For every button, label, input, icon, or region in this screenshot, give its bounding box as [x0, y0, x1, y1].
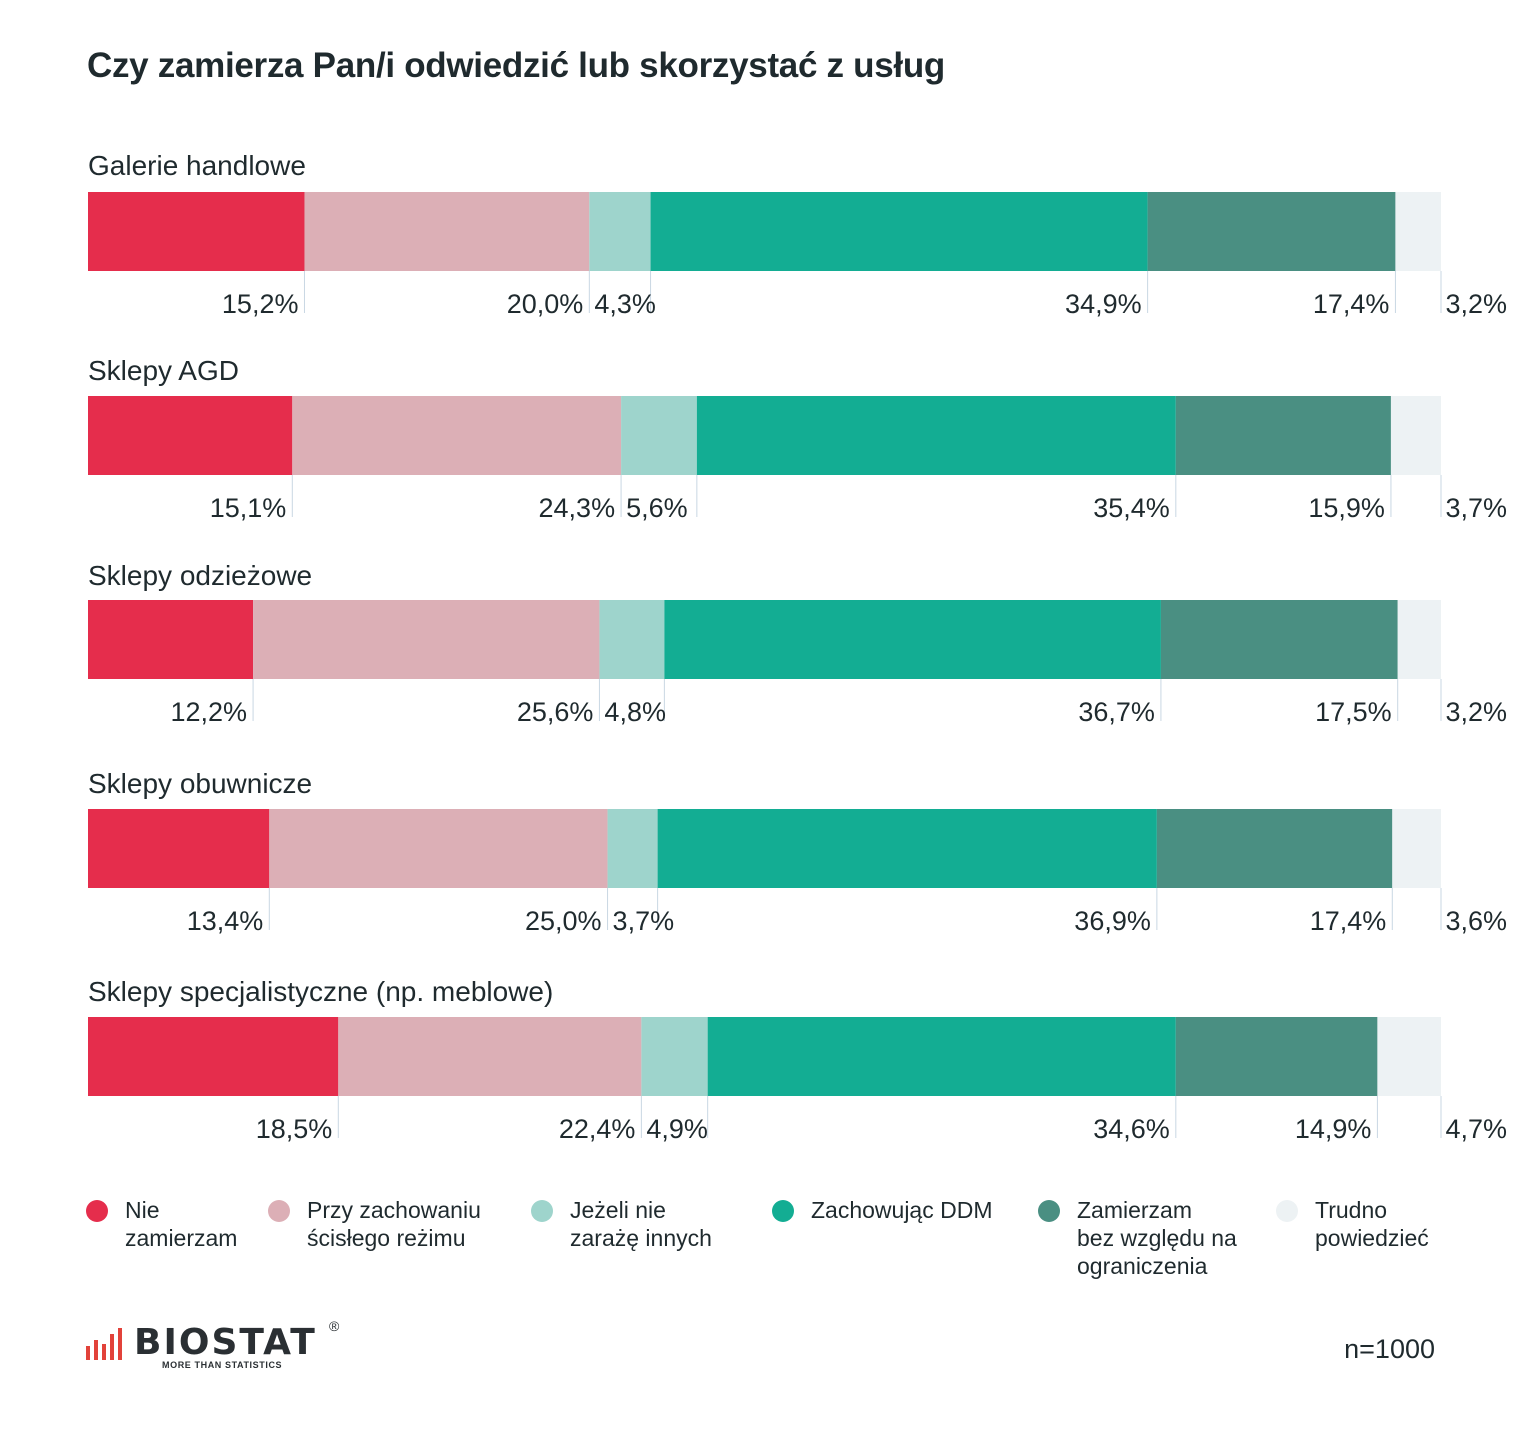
legend-label: Zachowując DDM	[811, 1197, 993, 1223]
value-label: 24,3%	[539, 493, 616, 523]
value-label: 12,2%	[171, 697, 248, 727]
logo-bars-icon	[86, 1328, 122, 1360]
bar-segment	[1392, 809, 1441, 888]
value-label: 34,9%	[1065, 289, 1142, 319]
legend-swatch	[772, 1200, 794, 1222]
bar-segment	[88, 192, 305, 271]
bar-segment	[88, 600, 254, 679]
value-label: 4,8%	[604, 697, 666, 727]
legend-item-przy-zachowaniu: Przy zachowaniu ścisłego reżimu	[268, 1196, 481, 1252]
value-label: 13,4%	[187, 906, 264, 936]
legend-label: Jeżeli nie zarażę innych	[570, 1197, 712, 1251]
category-label: Sklepy specjalistyczne (np. meblowe)	[88, 976, 553, 1007]
legend-swatch	[531, 1200, 553, 1222]
bar-segment	[338, 1017, 642, 1096]
bar-segment	[607, 809, 658, 888]
value-label: 4,7%	[1445, 1114, 1507, 1144]
value-label: 15,9%	[1308, 493, 1385, 523]
value-label: 36,7%	[1078, 697, 1155, 727]
value-label: 4,9%	[646, 1114, 708, 1144]
bar-segment	[664, 600, 1161, 679]
legend-label: Nie zamierzam	[125, 1197, 238, 1251]
legend-swatch	[1038, 1200, 1060, 1222]
legend-swatch	[1276, 1200, 1298, 1222]
chart-title: Czy zamierza Pan/i odwiedzić lub skorzys…	[87, 46, 946, 85]
value-label: 15,1%	[210, 493, 287, 523]
value-label: 14,9%	[1295, 1114, 1372, 1144]
bar-segment	[304, 192, 590, 271]
legend-label: Zamierzam bez względu na ograniczenia	[1077, 1197, 1237, 1279]
bar-segment	[1147, 192, 1396, 271]
value-label: 25,0%	[525, 906, 602, 936]
bar-segment	[589, 192, 651, 271]
stacked-bar-chart: Galerie handlowe 15,2% 20,0% 4,3% 34,9% 17,4%…	[88, 150, 1507, 1144]
bar-segment	[1156, 809, 1393, 888]
legend-item-jezeli-nie: Jeżeli nie zarażę innych	[531, 1196, 712, 1252]
value-label: 4,3%	[594, 289, 656, 319]
legend-item-nie-zamierzam: Nie zamierzam	[86, 1196, 237, 1252]
value-label: 3,6%	[1445, 906, 1507, 936]
value-label: 17,5%	[1315, 697, 1392, 727]
bar-segment	[1390, 396, 1441, 475]
value-label: 3,2%	[1445, 697, 1507, 727]
legend-item-trudno-powiedziec: Trudno powiedzieć	[1276, 1196, 1429, 1252]
bar-segment	[657, 809, 1157, 888]
value-label: 5,6%	[626, 493, 688, 523]
category-label: Sklepy AGD	[88, 355, 239, 386]
bar-segment	[1377, 1017, 1441, 1096]
bar-segment	[292, 396, 622, 475]
registered-mark: ®	[329, 1318, 340, 1334]
logo-tagline: MORE THAN STATISTICS	[162, 1360, 283, 1370]
legend-label: Przy zachowaniu ścisłego reżimu	[307, 1197, 481, 1251]
legend-item-zachowujac-ddm: Zachowując DDM	[772, 1196, 993, 1224]
sample-size: n=1000	[1344, 1334, 1435, 1364]
logo-wordmark: BIOSTAT	[134, 1322, 317, 1363]
bar-segment	[1175, 396, 1391, 475]
bar-segment	[88, 396, 293, 475]
value-label: 22,4%	[559, 1114, 636, 1144]
bar-segment	[1397, 600, 1441, 679]
value-label: 17,4%	[1313, 289, 1390, 319]
value-label: 25,6%	[517, 697, 594, 727]
category-label: Sklepy obuwnicze	[88, 768, 312, 799]
bar-segment	[1160, 600, 1398, 679]
value-label: 36,9%	[1074, 906, 1151, 936]
bar-segment	[650, 192, 1148, 271]
legend-item-zamierzam: Zamierzam bez względu na ograniczenia	[1038, 1196, 1237, 1280]
value-label: 3,7%	[1445, 493, 1507, 523]
value-label: 17,4%	[1310, 906, 1387, 936]
legend-label: Trudno powiedzieć	[1315, 1197, 1429, 1251]
bar-segment	[696, 396, 1176, 475]
bar-segment	[253, 600, 600, 679]
bar-segment	[1175, 1017, 1378, 1096]
bar-segment	[88, 809, 270, 888]
legend-swatch	[268, 1200, 290, 1222]
value-label: 35,4%	[1093, 493, 1170, 523]
bar-segment	[1395, 192, 1441, 271]
bar-segment	[88, 1017, 339, 1096]
value-label: 18,5%	[256, 1114, 333, 1144]
value-label: 20,0%	[507, 289, 584, 319]
bar-segment	[621, 396, 697, 475]
value-label: 3,2%	[1445, 289, 1507, 319]
bar-segment	[641, 1017, 708, 1096]
value-label: 3,7%	[613, 906, 675, 936]
category-label: Sklepy odzieżowe	[88, 560, 312, 591]
bar-segment	[269, 809, 608, 888]
value-label: 15,2%	[222, 289, 299, 319]
biostat-logo: BIOSTAT ® MORE THAN STATISTICS	[86, 1318, 356, 1378]
bar-segment	[707, 1017, 1176, 1096]
legend-swatch	[86, 1200, 108, 1222]
value-label: 34,6%	[1093, 1114, 1170, 1144]
legend: Nie zamierzam Przy zachowaniu ścisłego r…	[86, 1196, 1506, 1286]
bar-segment	[599, 600, 665, 679]
category-label: Galerie handlowe	[88, 150, 306, 181]
